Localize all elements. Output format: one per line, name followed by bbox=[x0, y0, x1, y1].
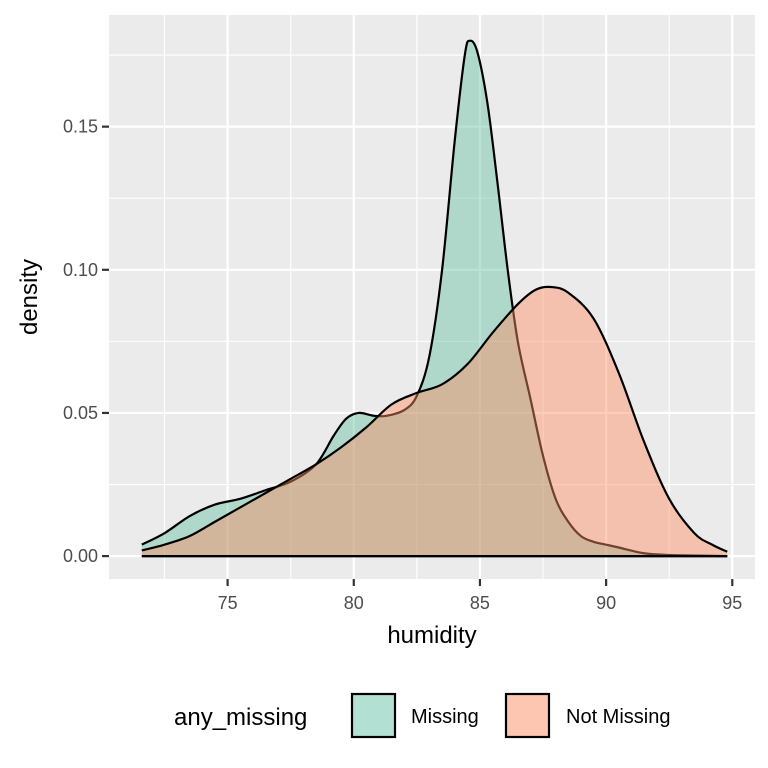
density-area-missing bbox=[141, 40, 728, 557]
legend-label-not-missing: Not Missing bbox=[566, 706, 670, 728]
density-areas bbox=[141, 39, 728, 558]
x-tick-label: 95 bbox=[722, 593, 742, 613]
x-axis-title: humidity bbox=[387, 622, 476, 649]
y-tick-label: 0.05 bbox=[63, 403, 98, 423]
y-axis-title: density bbox=[16, 259, 43, 335]
density-area-not-missing bbox=[141, 286, 728, 557]
legend-key-missing bbox=[350, 692, 397, 739]
legend: any_missing Missing Not Missing bbox=[174, 692, 670, 739]
y-axis: 0.00 0.05 0.10 0.15 bbox=[63, 117, 109, 566]
y-tick-label: 0.00 bbox=[63, 546, 98, 566]
x-tick-label: 90 bbox=[596, 593, 616, 613]
x-tick-label: 80 bbox=[344, 593, 364, 613]
x-tick-label: 75 bbox=[218, 593, 238, 613]
y-tick-label: 0.15 bbox=[63, 117, 98, 137]
y-tick-label: 0.10 bbox=[63, 260, 98, 280]
legend-title: any_missing bbox=[174, 704, 307, 731]
legend-label-missing: Missing bbox=[411, 706, 479, 728]
legend-key-not-missing bbox=[504, 692, 551, 739]
minor-gridlines bbox=[109, 15, 755, 579]
x-axis: 75 80 85 90 95 bbox=[218, 579, 742, 613]
x-tick-label: 85 bbox=[470, 593, 490, 613]
density-line-not-missing bbox=[141, 285, 728, 553]
density-line-missing bbox=[141, 39, 728, 558]
